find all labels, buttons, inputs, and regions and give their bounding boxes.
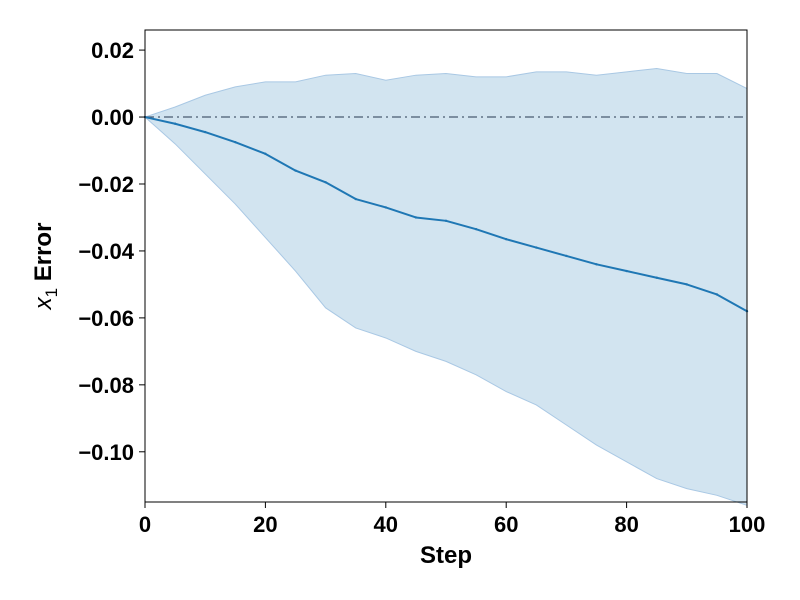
mean-error-point	[414, 216, 418, 219]
x-tick-label: 0	[139, 512, 151, 537]
mean-error-point	[444, 219, 448, 223]
x-axis-title: Step	[420, 542, 472, 569]
x-tick-label: 40	[374, 512, 398, 537]
mean-error-point	[505, 238, 508, 241]
mean-error-point	[384, 206, 387, 209]
mean-error-point	[264, 152, 267, 156]
mean-error-point	[324, 181, 327, 184]
mean-error-point	[474, 227, 478, 231]
plot-frame	[144, 29, 748, 503]
mean-error-point	[565, 254, 568, 258]
y-axis-title-subscript: 1	[42, 288, 61, 297]
y-tick-label: −0.10	[78, 440, 134, 465]
mean-error-point	[294, 169, 297, 172]
y-axis-title-rest: Error	[30, 223, 57, 288]
x-tick-label: 60	[494, 512, 518, 537]
x-ticks: 0 20 40 60 80 100	[139, 502, 765, 537]
y-ticks: 0.02 0.00 −0.02 −0.04 −0.06 −0.08 −0.10	[78, 38, 145, 465]
mean-error-point	[655, 276, 658, 279]
x-tick-label: 100	[729, 512, 766, 537]
y-tick-label: −0.08	[78, 373, 134, 398]
mean-error-point	[354, 197, 357, 201]
confidence-band	[144, 67, 748, 507]
y-axis-title-var: x	[30, 296, 57, 310]
series-layer	[143, 115, 749, 313]
y-tick-label: 0.00	[91, 105, 134, 130]
y-tick-label: −0.02	[78, 172, 134, 197]
mean-error-point	[173, 122, 177, 125]
mean-error-point	[234, 140, 237, 144]
y-axis-title: x1 Error	[30, 223, 61, 311]
mean-error-point	[595, 263, 598, 266]
mean-error-point	[625, 269, 628, 273]
y-tick-label: 0.02	[91, 38, 134, 63]
x-tick-label: 80	[614, 512, 638, 537]
mean-error-point	[535, 246, 538, 249]
x-tick-label: 20	[253, 512, 277, 537]
mean-error-point	[204, 130, 207, 134]
mean-error-point	[715, 293, 719, 296]
y-tick-label: −0.04	[78, 239, 134, 264]
confidence-band-layer	[144, 67, 748, 507]
y-tick-label: −0.06	[78, 306, 134, 331]
mean-error-point	[685, 283, 688, 286]
